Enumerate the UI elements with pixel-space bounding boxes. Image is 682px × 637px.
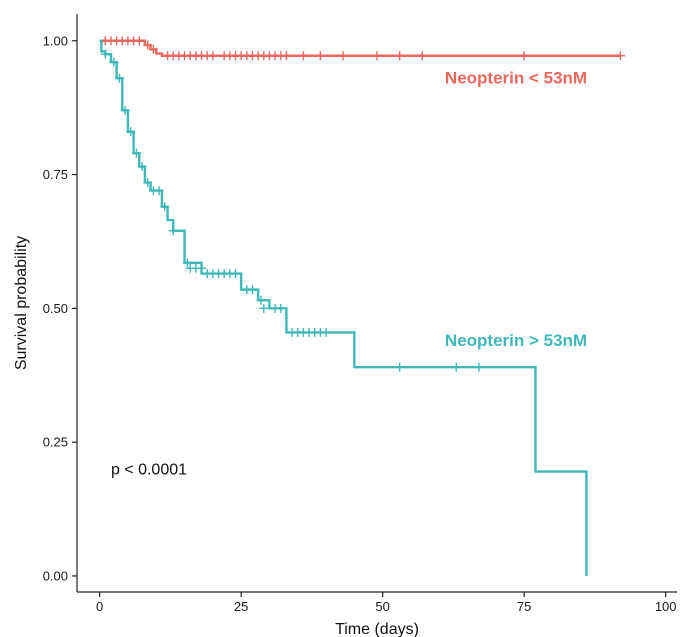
x-tick-label: 75 (517, 599, 531, 614)
censor-mark (120, 105, 130, 115)
censor-mark (247, 285, 257, 295)
censor-mark (168, 226, 178, 236)
plot-area (99, 36, 625, 576)
y-tick-label: 0.00 (43, 568, 68, 583)
censor-mark (474, 362, 484, 372)
censor-mark (372, 51, 382, 61)
censor-mark (298, 51, 308, 61)
censor-mark (519, 51, 529, 61)
censor-mark (338, 51, 348, 61)
censor-mark (276, 303, 286, 313)
censor-mark (395, 51, 405, 61)
censor-mark (321, 327, 331, 337)
censor-mark (197, 263, 207, 273)
series-labels: Neopterin < 53nM Neopterin > 53nM (445, 69, 587, 350)
censor-mark (315, 51, 325, 61)
series-2 (99, 39, 588, 576)
censor-mark (126, 127, 136, 137)
censor-mark (208, 51, 218, 61)
censor-mark (154, 186, 164, 196)
y-axis-title: Survival probability (13, 236, 30, 370)
censor-mark (259, 303, 269, 313)
x-tick-label: 100 (655, 599, 677, 614)
y-tick-label: 0.50 (43, 301, 68, 316)
censor-mark (143, 178, 153, 188)
censor-mark (395, 362, 405, 372)
survival-curve-line (99, 39, 588, 576)
censor-mark (451, 362, 461, 372)
censor-mark (417, 51, 427, 61)
censor-mark (143, 40, 153, 50)
x-tick-label: 50 (375, 599, 389, 614)
censor-mark (134, 36, 144, 46)
censor-mark (114, 73, 124, 83)
y-tick-label: 0.25 (43, 435, 68, 450)
censor-mark (109, 57, 119, 67)
y-tick-label: 1.00 (43, 33, 68, 48)
censor-mark (256, 295, 266, 305)
series-label: Neopterin > 53nM (445, 331, 587, 350)
p-value-annotation: p < 0.0001 (111, 461, 187, 478)
x-tick-label: 25 (234, 599, 248, 614)
x-axis-title: Time (days) (335, 621, 419, 637)
y-tick-label: 0.75 (43, 167, 68, 182)
censor-mark (615, 51, 625, 61)
survival-curve-line (99, 39, 621, 57)
censor-mark (281, 51, 291, 61)
series-1 (99, 36, 625, 61)
censor-mark (148, 44, 158, 54)
censor-mark (160, 202, 170, 212)
censor-mark (230, 269, 240, 279)
censor-mark (137, 162, 147, 172)
censor-mark (131, 148, 141, 158)
censor-mark (100, 49, 110, 59)
y-ticks: 0.00 0.25 0.50 0.75 1.00 (43, 33, 77, 583)
censor-mark (182, 258, 192, 268)
series-label: Neopterin < 53nM (445, 69, 587, 88)
x-tick-label: 0 (96, 599, 103, 614)
axes (76, 14, 677, 593)
x-ticks: 0 25 50 75 100 (96, 592, 677, 614)
